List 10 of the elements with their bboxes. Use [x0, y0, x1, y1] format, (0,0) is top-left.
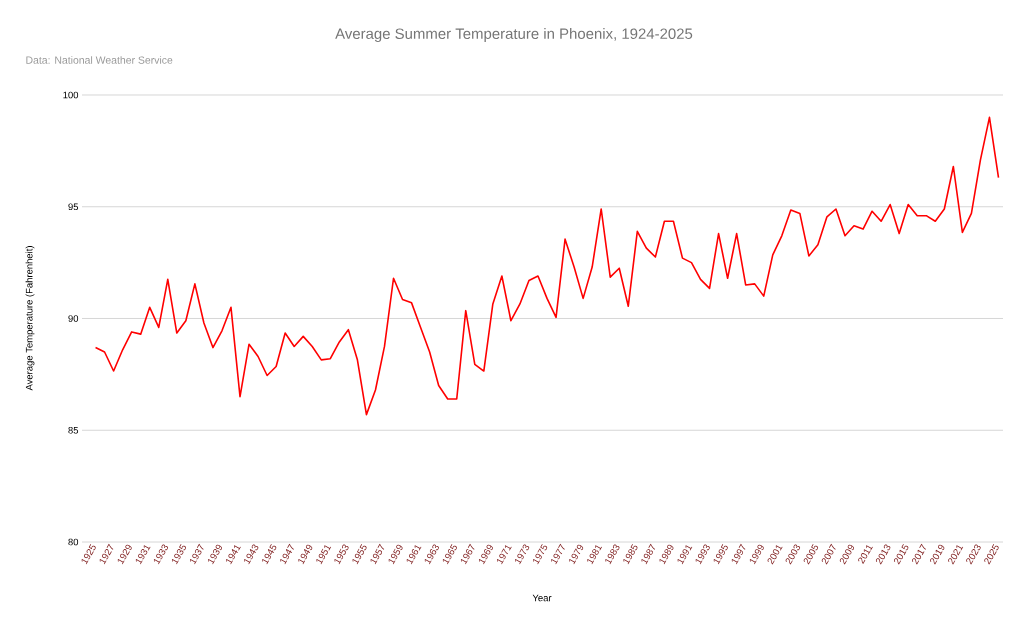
y-tick-label: 90 [68, 315, 79, 322]
chart-title: Average Summer Temperature in Phoenix, 1924-2025 [335, 28, 693, 42]
y-tick-label: 95 [68, 203, 79, 211]
y-tick-label: 80 [68, 538, 79, 546]
chart-subtitle: Data: National Weather Service [26, 56, 173, 64]
line-series [94, 116, 1000, 416]
y-tick-label: 85 [68, 426, 79, 434]
y-axis-title: Average Temperature (Fahrenheit) [25, 246, 35, 391]
y-tick-label: 100 [63, 91, 79, 99]
x-axis-title: Year [532, 594, 552, 602]
